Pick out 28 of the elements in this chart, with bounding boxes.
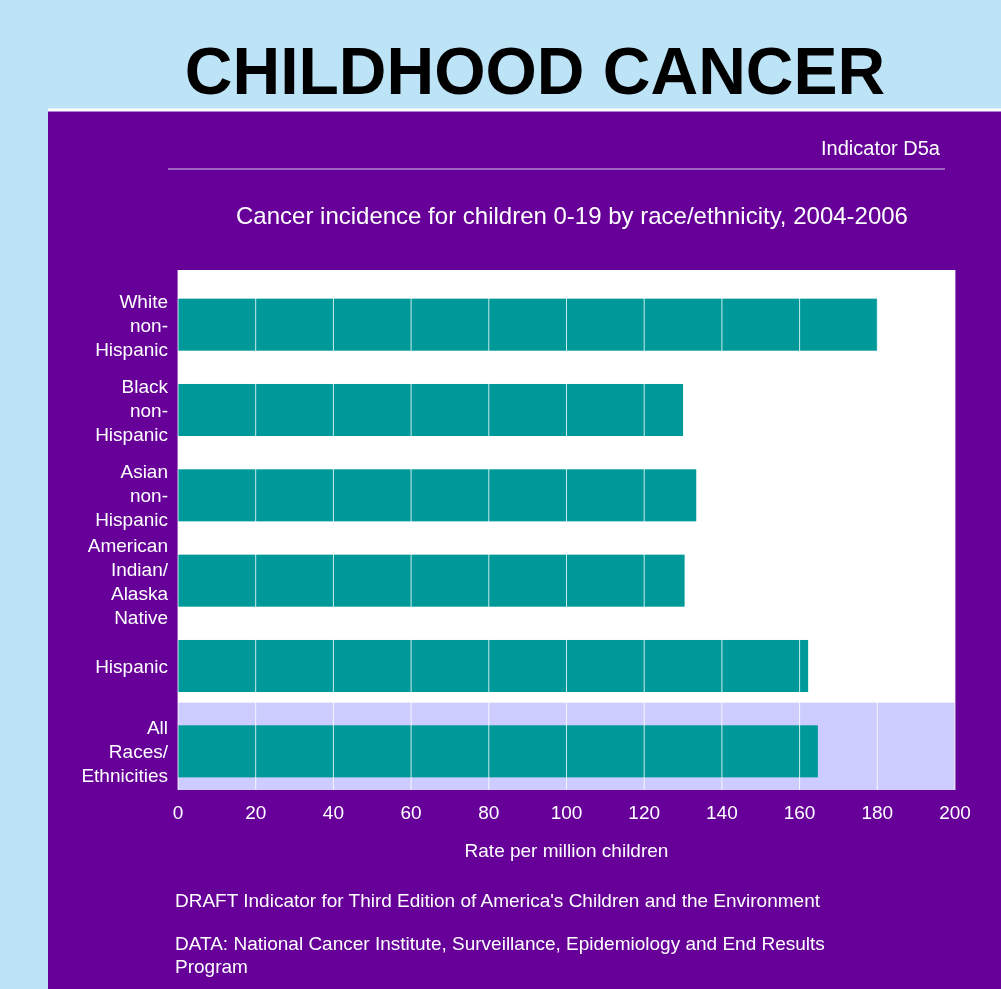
- x-tick-label: 120: [628, 802, 661, 823]
- x-tick-label: 40: [322, 802, 344, 823]
- bar: [178, 554, 685, 607]
- y-tick-label: Hispanic: [95, 656, 168, 677]
- bar: [178, 298, 878, 351]
- bar: [178, 469, 697, 522]
- x-tick-label: 140: [706, 802, 738, 823]
- y-tick-label: Asian non-Hispanic: [95, 461, 168, 531]
- x-tick-label: 80: [478, 802, 500, 823]
- x-tick-label: 60: [400, 802, 422, 823]
- x-tick-label: 100: [550, 802, 583, 823]
- chart-title: CHILDHOOD CANCER: [184, 34, 886, 108]
- text: DRAFT Indicator for Third Edition of America's Children and the Environment: [175, 890, 821, 911]
- x-tick-label: 180: [861, 802, 894, 823]
- x-tick-label: 0: [172, 802, 184, 823]
- bar: [178, 383, 684, 437]
- x-axis-title: Rate per million children: [464, 840, 669, 861]
- text: Indicator D5a: [821, 137, 941, 159]
- y-tick-label: Black non-Hispanic: [95, 376, 169, 445]
- y-tick-label: White non-Hispanic: [95, 290, 168, 360]
- x-tick-label: 160: [783, 802, 816, 823]
- x-tick-label: 200: [939, 802, 971, 823]
- x-tick-label: 20: [245, 802, 267, 823]
- text: DATA: National Cancer Institute, Surveillance, Epidemiology and End Results Program: [175, 933, 825, 977]
- y-tick-label: All Races/Ethnicities: [81, 717, 169, 787]
- chart-subtitle: Cancer incidence for children 0-19 by race/ethnicity, 2004-2006: [236, 202, 908, 229]
- bar: [178, 639, 809, 693]
- y-tick-label: American Indian/Alaska Native: [87, 534, 169, 628]
